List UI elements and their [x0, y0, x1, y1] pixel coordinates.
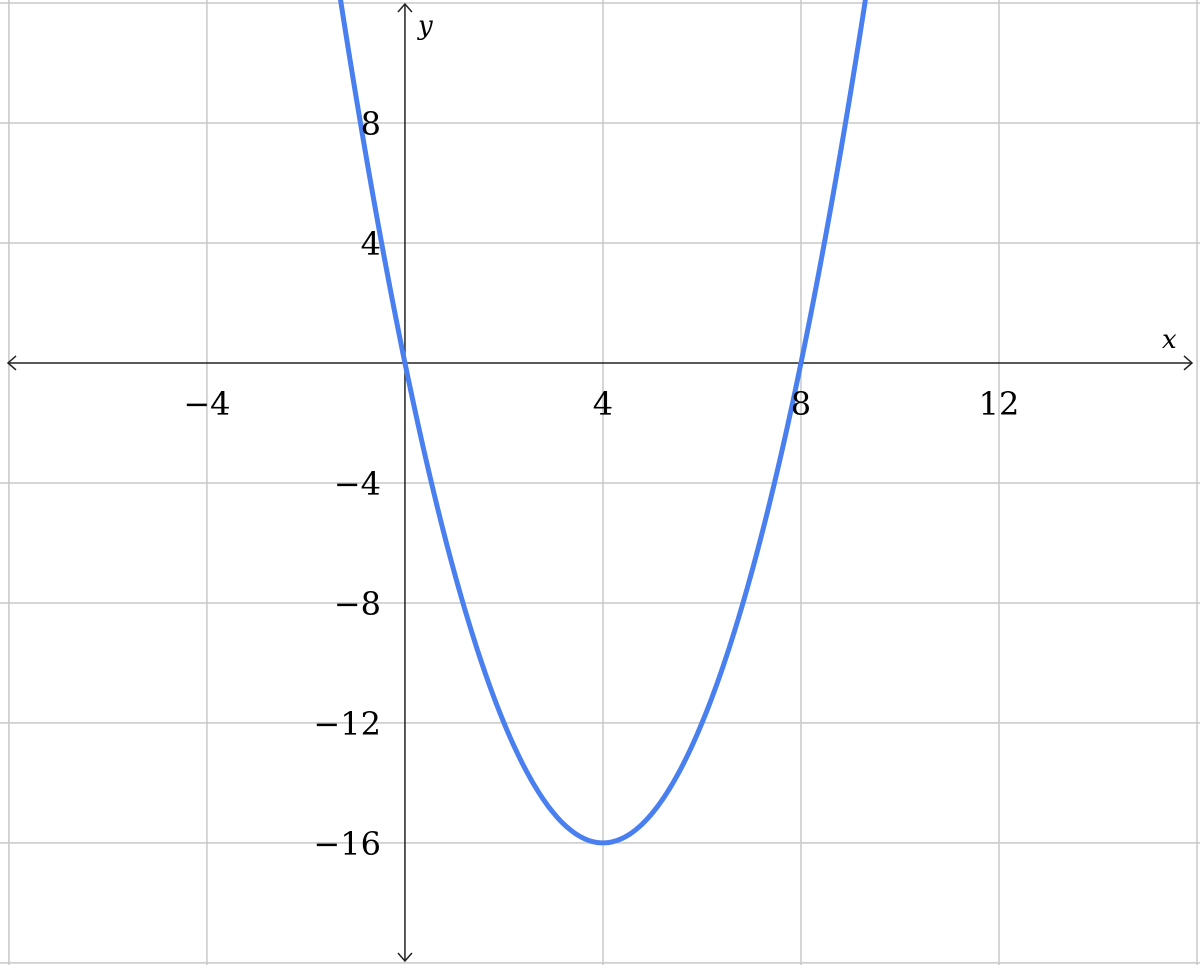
y-tick-label: 8 [361, 105, 381, 143]
y-tick-label: −8 [334, 585, 381, 623]
x-axis-label: x [1162, 325, 1177, 355]
x-tick-label: 8 [791, 385, 811, 423]
x-tick-label: 12 [979, 385, 1020, 423]
y-tick-label: −16 [313, 825, 381, 863]
x-axis-arrow-left [6, 355, 17, 371]
y-axis-label: y [417, 11, 433, 41]
x-tick-label: −4 [183, 385, 230, 423]
x-tick-label: 4 [593, 385, 613, 423]
y-tick-label: 4 [361, 225, 381, 263]
axes [6, 2, 1194, 963]
x-axis-arrow-right [1183, 355, 1194, 371]
y-tick-label: −4 [334, 465, 381, 503]
y-tick-label: −12 [313, 705, 381, 743]
tick-labels: −4 4 8 12 8 4 −4 −8 −12 −16 [183, 105, 1019, 863]
y-axis-arrow-down [397, 952, 413, 963]
series-line [338, 0, 868, 846]
curve-layer [338, 0, 868, 846]
y-axis-arrow-up [397, 2, 413, 13]
